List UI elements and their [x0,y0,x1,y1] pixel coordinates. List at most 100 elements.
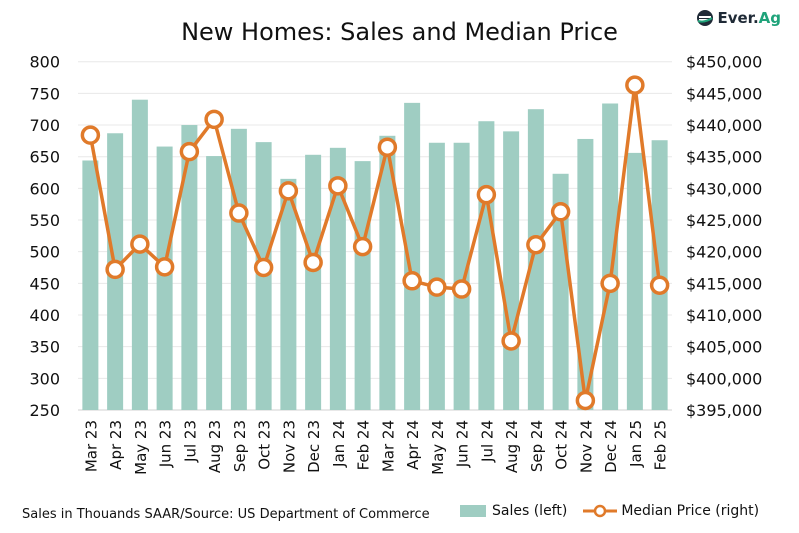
legend: Sales (left) Median Price (right) [460,503,775,519]
x-tick-label: Mar 24 [379,420,397,472]
price-point [154,257,175,277]
logo-text: Ever. [717,9,759,27]
legend-bar-swatch [460,505,486,517]
legend-price-label: Median Price (right) [621,503,760,519]
sales-bar [156,146,173,411]
price-point [526,234,546,255]
left-tick-label: 800 [29,53,60,72]
price-point [501,331,521,351]
price-point [80,125,101,145]
price-point [253,257,274,278]
right-tick-label: $405,000 [686,338,762,357]
right-tick-label: $430,000 [686,179,762,198]
price-point [179,141,200,162]
legend-price: Median Price (right) [583,503,759,519]
x-tick-label: Aug 23 [206,420,224,473]
logo-text-accent: Ag [758,9,781,27]
left-tick-label: 450 [29,274,60,293]
x-tick-label: Apr 23 [107,420,125,470]
left-tick-label: 550 [29,211,60,230]
x-tick-label: Jan 24 [330,420,348,468]
sales-bar [305,154,322,410]
legend-sales: Sales (left) [460,503,567,519]
sales-bar [527,109,544,410]
x-tick-label: Jan 25 [627,420,645,468]
sales-bar [82,160,99,410]
logo-icon [697,10,714,26]
x-tick-label: Feb 25 [652,420,670,470]
sales-bar [404,102,421,410]
price-point [427,277,447,297]
price-point [204,109,224,130]
right-tick-label: $400,000 [686,369,762,388]
left-tick-label: 750 [29,84,60,103]
x-tick-label: Nov 24 [577,420,595,473]
sales-bar [329,147,346,411]
price-point [303,252,323,273]
price-point [130,234,150,254]
x-tick-label: May 24 [429,420,447,475]
price-point [352,236,373,257]
x-tick-label: Sep 23 [231,420,249,472]
price-point [625,75,645,95]
x-tick-label: Jun 23 [157,420,175,468]
price-point [550,202,571,222]
x-tick-label: Dec 23 [305,420,323,473]
right-tick-label: $410,000 [686,306,762,325]
x-tick-label: Oct 23 [256,420,274,470]
right-tick-label: $425,000 [686,211,762,230]
everag-logo: Ever.Ag [696,9,781,27]
x-tick-label: Jul 23 [181,420,199,463]
price-point [476,184,497,205]
sales-bar [503,131,520,411]
legend-line-swatch [583,504,618,518]
sales-bar [131,99,148,411]
price-point [649,275,670,295]
x-tick-label: Feb 24 [355,420,373,470]
source-note: Sales in Thouands SAAR/Source: US Depart… [22,507,430,522]
price-point [451,279,472,299]
x-tick-label: Jun 24 [454,420,472,468]
price-point [278,181,299,201]
price-point [575,390,596,411]
x-tick-label: Apr 24 [404,420,422,470]
price-point [402,271,422,291]
sales-bar [453,142,470,410]
left-tick-label: 250 [29,401,60,420]
right-tick-label: $415,000 [686,274,762,293]
right-tick-label: $440,000 [686,116,762,135]
right-tick-label: $395,000 [686,401,762,420]
left-tick-label: 650 [29,148,60,167]
right-tick-label: $445,000 [686,84,762,103]
x-tick-label: Aug 24 [503,420,521,473]
left-tick-label: 300 [29,369,60,388]
right-tick-label: $450,000 [686,53,762,72]
right-tick-label: $435,000 [686,148,762,167]
sales-bar [626,152,643,410]
price-line [88,84,662,401]
x-tick-label: May 23 [132,420,150,475]
price-point [328,176,348,196]
x-tick-label: Sep 24 [528,420,546,472]
price-point [377,137,398,157]
sales-bar [379,135,396,410]
sales-bar [428,142,445,410]
x-tick-label: Mar 23 [82,420,100,472]
left-tick-label: 400 [29,306,60,325]
sales-bar [577,138,594,410]
right-tick-label: $420,000 [686,243,762,262]
left-tick-label: 500 [29,243,60,262]
sales-bar [280,178,297,410]
sales-bar [230,128,247,410]
left-tick-label: 700 [29,116,60,135]
sales-bar [206,156,223,410]
x-tick-label: Dec 24 [602,420,620,473]
price-point [105,259,125,280]
x-tick-label: Oct 24 [553,420,571,470]
left-tick-label: 600 [29,179,60,198]
legend-sales-label: Sales (left) [492,503,568,519]
left-tick-label: 350 [29,338,60,357]
sales-bar [181,125,198,410]
sales-bar [354,161,371,410]
